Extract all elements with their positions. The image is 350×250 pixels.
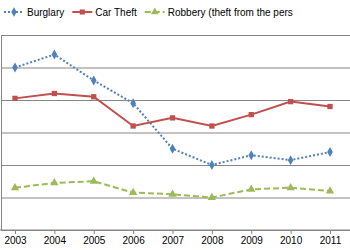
series-marker (286, 183, 294, 190)
x-tick: 2009 (241, 230, 264, 246)
series-marker (12, 96, 17, 101)
x-tick-label: 2011 (320, 235, 342, 246)
grid-line (1, 198, 350, 199)
series-marker (168, 189, 176, 196)
y-tick (1, 230, 350, 231)
y-axis-line (2, 36, 350, 231)
plot-area (11, 50, 334, 200)
x-tick-label: 2003 (4, 235, 27, 246)
series-marker (249, 112, 254, 117)
series-marker (91, 94, 96, 99)
grid-line (1, 230, 350, 231)
x-tick-label: 2010 (280, 235, 303, 246)
legend-marker (151, 8, 159, 15)
x-tick: 2005 (83, 230, 106, 246)
series-marker (52, 50, 58, 60)
y-tick (1, 68, 350, 69)
series-marker (327, 104, 332, 109)
series-marker (208, 193, 216, 200)
x-tick: 2004 (44, 230, 67, 246)
x-tick-mark (133, 230, 134, 234)
series-line (15, 181, 330, 197)
x-tick: 2010 (280, 230, 303, 246)
series-marker (209, 160, 215, 170)
legend-label: Robbery (theft from the pers (168, 7, 293, 18)
x-tick-label: 2009 (241, 235, 264, 246)
y-tick (1, 198, 350, 199)
series-line (15, 55, 330, 166)
y-tick (1, 165, 350, 166)
series-marker (288, 99, 293, 104)
x-tick: 2003 (4, 230, 27, 246)
x-tick-label: 2006 (123, 235, 146, 246)
x-axis-line (0, 230, 350, 231)
legend: Burglary Car Theft Robbery (theft from the… (4, 7, 293, 18)
series-marker (288, 155, 294, 165)
series-marker (130, 123, 135, 128)
x-tick: 2006 (123, 230, 146, 246)
x-tick-mark (251, 230, 252, 234)
chart: 2003 2004 2005 2006 2007 2008 2009 2010 2011 Burg… (0, 0, 350, 250)
x-tick-mark (330, 230, 331, 234)
series-marker (326, 186, 334, 193)
x-tick-label: 2005 (83, 235, 106, 246)
grid-line (1, 68, 350, 69)
series-marker (90, 176, 98, 183)
y-tick (1, 100, 350, 101)
x-tick-mark (173, 230, 174, 234)
series-line (15, 94, 330, 127)
x-tick: 2011 (320, 230, 342, 246)
legend-entry: Car Theft (72, 7, 137, 18)
series-marker (50, 178, 58, 185)
grid-line (1, 35, 350, 36)
series-marker (129, 188, 137, 195)
x-tick: 2007 (162, 230, 185, 246)
y-tick (1, 133, 350, 134)
grid-line (1, 133, 350, 134)
x-tick-mark (212, 230, 213, 234)
x-tick-mark (15, 230, 16, 234)
x-tick-mark (94, 230, 95, 234)
series-marker (247, 185, 255, 192)
legend-marker (11, 7, 16, 16)
x-axis: 2003 2004 2005 2006 2007 2008 2009 2010 2011 (0, 230, 350, 246)
legend-entry: Burglary (4, 7, 64, 18)
legend-entry: Robbery (theft from the pers (145, 7, 293, 18)
series-marker (248, 150, 254, 160)
y-axis (1, 36, 350, 231)
legend-label: Car Theft (95, 7, 137, 18)
grid-line (1, 100, 350, 101)
series-marker (12, 63, 18, 73)
series-marker (130, 98, 136, 108)
series-marker (170, 115, 175, 120)
legend-marker (80, 9, 85, 14)
series-marker (91, 76, 97, 86)
series-marker (11, 183, 19, 190)
series-marker (170, 144, 176, 154)
series-marker (52, 91, 57, 96)
x-tick-mark (291, 230, 292, 234)
series-marker (327, 147, 333, 157)
grid-line (1, 165, 350, 166)
x-tick-label: 2008 (201, 235, 224, 246)
series-marker (209, 123, 214, 128)
x-tick-label: 2004 (44, 235, 67, 246)
x-tick-mark (54, 230, 55, 234)
x-tick: 2008 (201, 230, 224, 246)
y-tick (1, 35, 350, 36)
x-tick-label: 2007 (162, 235, 185, 246)
legend-label: Burglary (27, 7, 64, 18)
